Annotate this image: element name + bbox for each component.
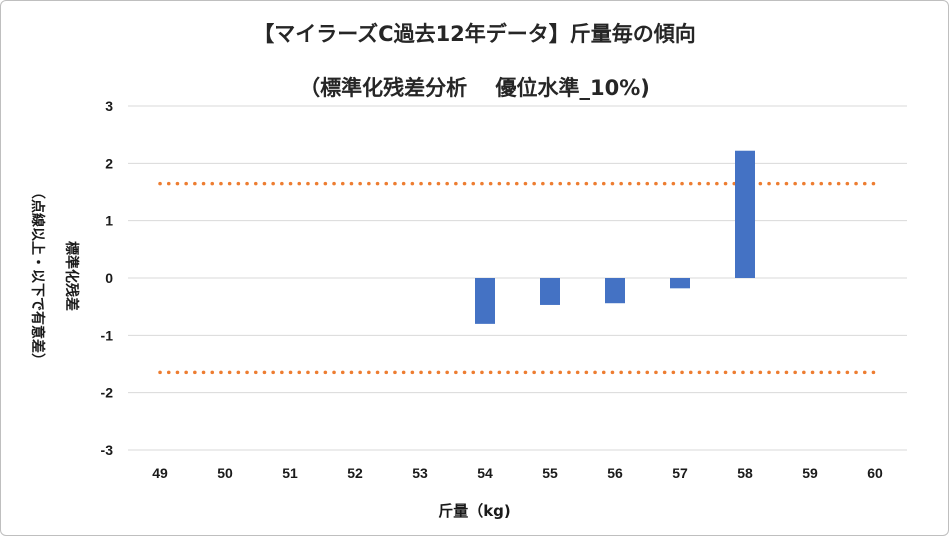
x-tick-label: 60 <box>867 465 883 481</box>
x-tick-label: 51 <box>282 465 298 481</box>
chart-subtitle: （標準化残差分析 優位水準_10%) <box>299 76 650 100</box>
x-tick-label: 57 <box>672 465 688 481</box>
y-tick-label: 0 <box>105 270 113 286</box>
y-tick-label: -1 <box>101 327 114 343</box>
chart-title: 【マイラーズC過去12年データ】斤量毎の傾向 <box>253 22 696 46</box>
x-axis-label: 斤量（kg) <box>438 502 511 520</box>
bar-58 <box>735 150 755 278</box>
y-tick-label: 2 <box>105 155 113 171</box>
bar-54 <box>475 278 495 324</box>
x-tick-label: 53 <box>412 465 428 481</box>
bar-57 <box>670 278 690 289</box>
x-tick-label: 50 <box>217 465 233 481</box>
x-tick-label: 49 <box>152 465 168 481</box>
x-tick-label: 55 <box>542 465 558 481</box>
y-tick-label: 3 <box>105 98 113 114</box>
x-tick-label: 52 <box>347 465 363 481</box>
y-tick-label: 1 <box>105 213 113 229</box>
y-tick-label: -2 <box>101 385 114 401</box>
x-tick-label: 59 <box>802 465 818 481</box>
bar-55 <box>540 278 560 305</box>
x-tick-label: 56 <box>607 465 623 481</box>
x-tick-label: 58 <box>737 465 753 481</box>
bar-56 <box>605 278 625 304</box>
y-tick-label: -3 <box>101 442 114 458</box>
x-tick-label: 54 <box>477 465 493 481</box>
